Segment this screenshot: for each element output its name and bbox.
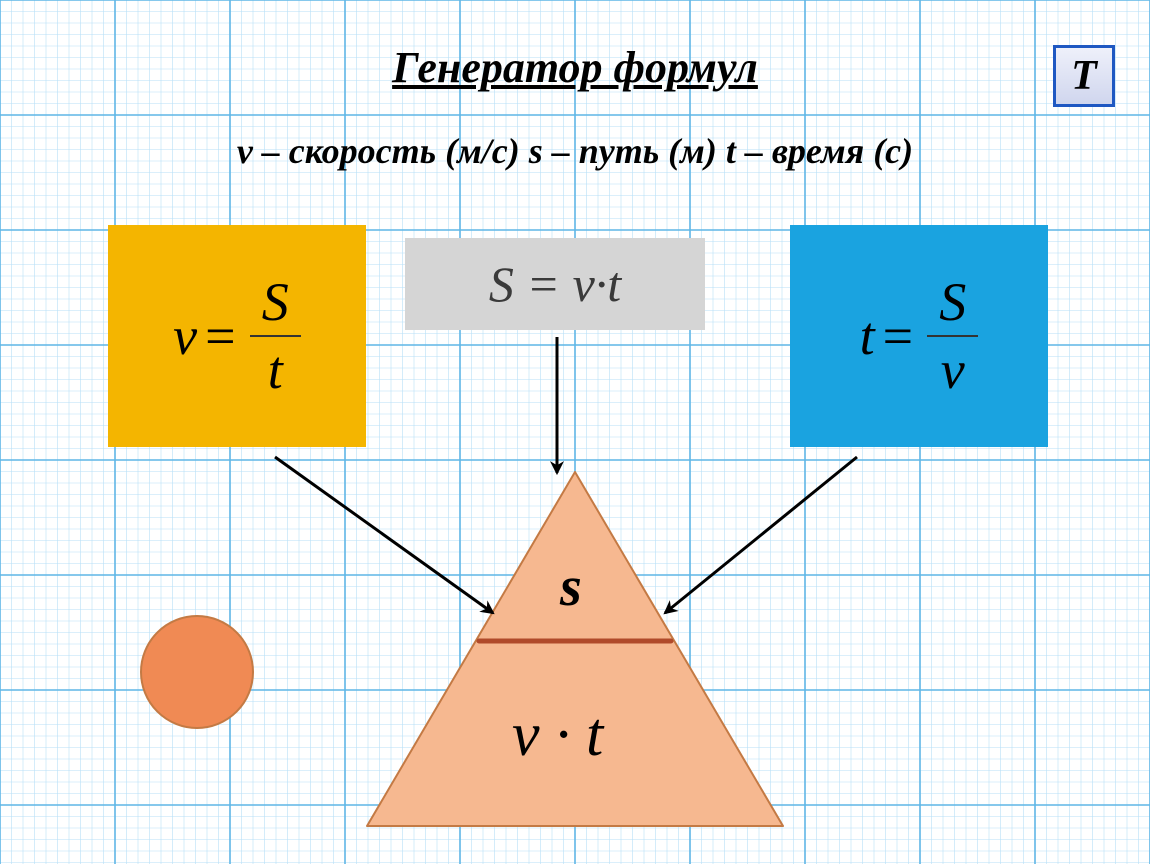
formula-v-fraction: S t <box>250 275 301 397</box>
triangle-bottom-label: v · t <box>512 700 603 771</box>
formula-v-lhs: v <box>173 305 197 367</box>
t-badge: Т <box>1053 45 1115 107</box>
slide-stage: Генератор формул v – скорость (м/с) s – … <box>0 0 1150 864</box>
formula-v-box: v = S t <box>108 225 366 447</box>
slide-title: Генератор формул <box>0 42 1150 93</box>
formula-s-box: S = v·t <box>405 238 705 330</box>
formula-t-num: S <box>939 275 966 335</box>
orange-circle <box>140 615 254 729</box>
formula-t-fraction: S v <box>927 275 978 397</box>
variable-legend: v – скорость (м/с) s – путь (м) t – врем… <box>0 130 1150 172</box>
formula-v-den: t <box>268 337 283 397</box>
formula-v-num: S <box>262 275 289 335</box>
formula-t-box: t = S v <box>790 225 1048 447</box>
formula-t-eq: = <box>883 305 913 367</box>
formula-v-eq: = <box>205 305 235 367</box>
formula-t-den: v <box>941 337 965 397</box>
formula-t-lhs: t <box>860 305 875 367</box>
triangle-top-label: s <box>560 555 582 619</box>
